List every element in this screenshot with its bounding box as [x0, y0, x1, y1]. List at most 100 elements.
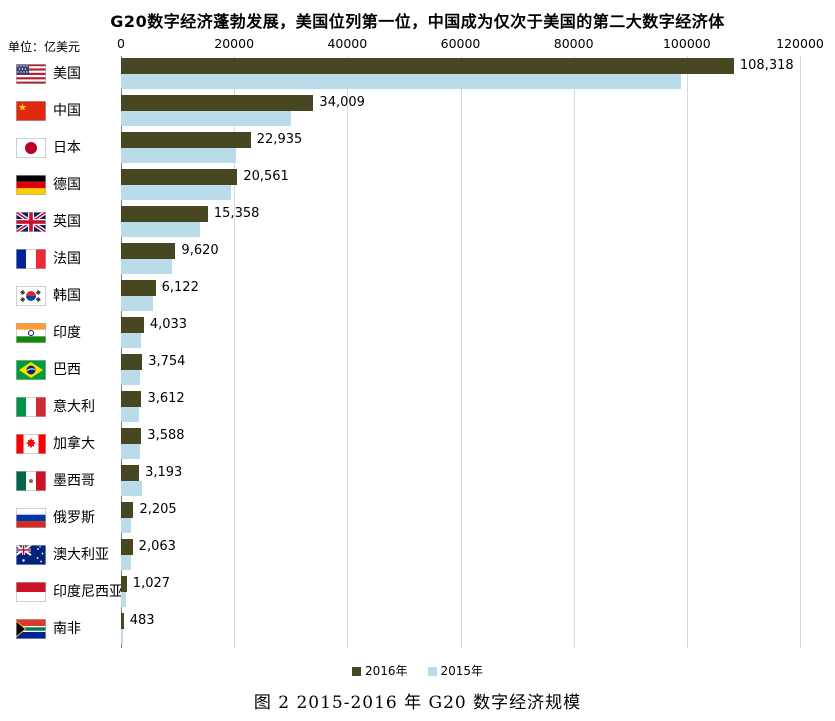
bar-2016	[121, 169, 238, 185]
bar-row: 南非 483	[0, 611, 835, 648]
bar-group: 1,027	[121, 574, 800, 611]
country-label: 印度	[53, 325, 81, 341]
bar-group: 3,588	[121, 426, 800, 463]
bar-2016	[121, 354, 143, 370]
bar-2015	[121, 148, 236, 163]
country-label: 美国	[53, 66, 81, 82]
bar-2015	[121, 481, 142, 496]
bar-2015	[121, 185, 231, 200]
bar-row: 德国 20,561	[0, 167, 835, 204]
bar-2016	[121, 391, 142, 407]
country-label: 南非	[53, 621, 81, 637]
bar-2016	[121, 58, 734, 74]
bar-2015	[121, 333, 141, 348]
bar-2015	[121, 592, 126, 607]
x-axis-tick-label: 20000	[214, 36, 255, 51]
value-label: 3,754	[148, 354, 186, 369]
x-axis-tick-label: 80000	[553, 36, 594, 51]
flag-br-icon	[16, 360, 46, 380]
bar-group: 22,935	[121, 130, 800, 167]
gridline	[800, 56, 801, 648]
country-label: 意大利	[53, 399, 95, 415]
bar-row: 澳大利亚 2,063	[0, 537, 835, 574]
flag-jp-icon	[16, 138, 46, 158]
value-label: 483	[129, 613, 155, 628]
bar-group: 3,193	[121, 463, 800, 500]
value-label: 108,318	[739, 58, 794, 73]
legend-item: 2015年	[427, 662, 484, 679]
bar-2015	[121, 555, 131, 570]
country-label: 法国	[53, 251, 81, 267]
country-label: 澳大利亚	[53, 547, 109, 563]
bar-row: 墨西哥 3,193	[0, 463, 835, 500]
bar-row: 法国 9,620	[0, 241, 835, 278]
flag-gb-icon	[16, 212, 46, 232]
flag-it-icon	[16, 397, 46, 417]
country-label: 俄罗斯	[53, 510, 95, 526]
bar-2015	[121, 111, 291, 126]
bar-2016	[121, 428, 142, 444]
plot-area	[121, 56, 801, 648]
bar-row: 巴西 3,754	[0, 352, 835, 389]
bar-2015	[121, 222, 201, 237]
bar-row: 印度尼西亚 1,027	[0, 574, 835, 611]
value-label: 2,205	[139, 502, 177, 517]
bar-row: 英国 15,358	[0, 204, 835, 241]
country-label: 加拿大	[53, 436, 95, 452]
country-label: 印度尼西亚	[53, 584, 123, 600]
bar-2015	[121, 407, 140, 422]
flag-us-icon	[16, 64, 46, 84]
bar-2015	[121, 74, 682, 89]
country-label: 巴西	[53, 362, 81, 378]
bar-2015	[121, 444, 140, 459]
legend-label: 2015年	[440, 664, 484, 678]
flag-au-icon	[16, 545, 46, 565]
bar-group: 483	[121, 611, 800, 648]
bar-2016	[121, 502, 134, 518]
bar-group: 6,122	[121, 278, 800, 315]
figure-caption: 图 2 2015-2016 年 G20 数字经济规模	[253, 693, 582, 713]
gridline	[234, 56, 236, 648]
bar-group: 3,612	[121, 389, 800, 426]
flag-id-icon	[16, 582, 46, 602]
bar-2016	[121, 576, 127, 592]
bar-2016	[121, 280, 156, 296]
value-label: 1,027	[132, 576, 171, 591]
bar-2015	[121, 259, 172, 274]
axis-zero-line	[121, 56, 122, 648]
bar-2016	[121, 539, 133, 555]
bar-row: 意大利 3,612	[0, 389, 835, 426]
x-axis-tick-label: 100000	[662, 36, 711, 51]
bar-group: 20,561	[121, 167, 800, 204]
flag-ca-icon	[16, 434, 46, 454]
bar-2016	[121, 132, 251, 148]
gridline	[686, 56, 688, 648]
bar-2015	[121, 370, 140, 385]
bar-2015	[121, 629, 124, 644]
flag-fr-icon	[16, 249, 46, 269]
country-label: 英国	[53, 214, 81, 230]
legend-label: 2016年	[364, 664, 408, 678]
country-label: 德国	[53, 177, 81, 193]
bar-group: 34,009	[121, 93, 800, 130]
value-label: 3,588	[147, 428, 185, 443]
country-label: 墨西哥	[53, 473, 95, 489]
value-label: 3,193	[145, 465, 183, 480]
bar-row: 日本 22,935	[0, 130, 835, 167]
x-axis-tick-label: 40000	[327, 36, 368, 51]
bar-2016	[121, 243, 176, 259]
bar-2015	[121, 518, 132, 533]
value-label: 15,358	[213, 206, 260, 221]
bar-group: 3,754	[121, 352, 800, 389]
flag-in-icon	[16, 323, 46, 343]
bar-2016	[121, 95, 314, 111]
value-label: 4,033	[149, 317, 188, 332]
bar-row: 美国 108,318	[0, 56, 835, 93]
legend-swatch	[351, 667, 361, 676]
country-label: 中国	[53, 103, 81, 119]
bar-row: 俄罗斯 2,205	[0, 500, 835, 537]
flag-cn-icon: ★	[16, 101, 46, 121]
value-label: 9,620	[181, 243, 219, 258]
bar-2016	[121, 613, 124, 629]
gridline	[347, 56, 349, 648]
